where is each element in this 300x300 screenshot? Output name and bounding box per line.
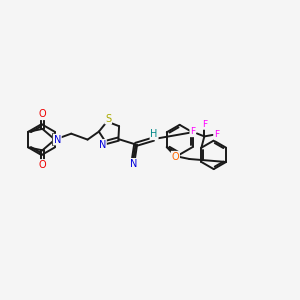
Text: H: H xyxy=(150,129,158,139)
Text: F: F xyxy=(214,130,219,140)
Text: O: O xyxy=(39,160,46,170)
Text: O: O xyxy=(39,109,46,119)
Text: N: N xyxy=(99,140,106,150)
Text: O: O xyxy=(172,152,179,162)
Text: N: N xyxy=(54,135,61,145)
Text: F: F xyxy=(190,128,195,136)
Text: S: S xyxy=(105,114,111,124)
Text: F: F xyxy=(202,120,207,129)
Text: N: N xyxy=(130,159,137,169)
